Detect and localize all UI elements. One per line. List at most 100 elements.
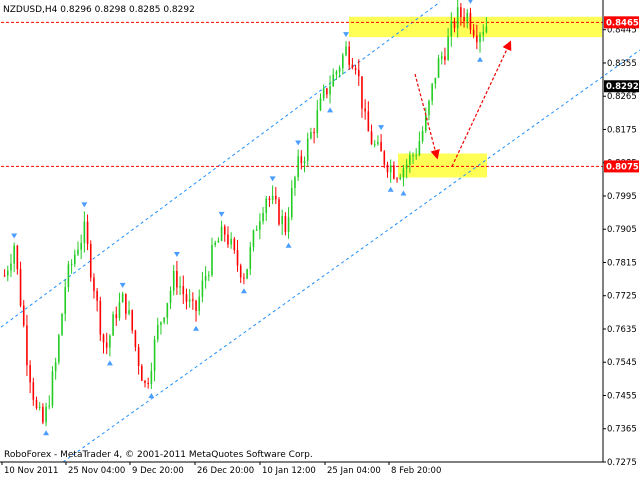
candle-body <box>80 243 82 250</box>
candle-body <box>201 280 204 297</box>
candle-body <box>386 164 389 173</box>
candle-body <box>150 370 153 384</box>
candle-body <box>223 226 226 235</box>
fractal-up-marker <box>468 0 473 4</box>
candle-body <box>153 339 156 371</box>
candle-body <box>332 74 335 87</box>
y-tick-label: 0.7455 <box>607 391 637 401</box>
candle-body <box>415 155 418 157</box>
level-tag-0-box <box>604 16 639 29</box>
candle-body <box>112 314 114 336</box>
candle-body <box>172 270 175 291</box>
channel-lower-line <box>62 49 640 463</box>
x-tick-label: 9 Dec 20:00 <box>132 466 184 476</box>
candle-body <box>284 216 287 232</box>
candle-body <box>211 244 213 276</box>
candle-body <box>86 221 89 244</box>
candle-body <box>472 29 475 36</box>
candle-body <box>163 317 165 323</box>
candle-body <box>179 286 181 288</box>
candle-body <box>437 58 440 78</box>
candle-body <box>176 270 178 288</box>
channel-layer <box>0 1 640 463</box>
candle-body <box>297 156 299 178</box>
candle-body <box>405 164 408 169</box>
candle-body <box>137 347 140 366</box>
candle-body <box>77 249 79 255</box>
candle-body <box>160 322 162 325</box>
candle-body <box>35 399 38 408</box>
candle-body <box>399 177 402 180</box>
candle-body <box>192 299 194 301</box>
fractal-up-marker <box>119 282 126 288</box>
candle-body <box>431 83 433 101</box>
y-tick-label: 0.7545 <box>607 358 637 368</box>
candle-body <box>3 275 6 277</box>
fractals-layer <box>11 0 484 436</box>
candle-body <box>134 330 137 348</box>
levels-layer <box>1 21 603 167</box>
candle-body <box>6 270 9 276</box>
candle-body <box>380 141 382 152</box>
fractal-up-marker <box>81 202 88 208</box>
candle-body <box>354 68 357 70</box>
fractal-down-marker <box>387 186 394 192</box>
candle-body <box>10 263 12 271</box>
fractal-up-marker <box>269 176 276 182</box>
candle-body <box>319 98 322 111</box>
candle-body <box>182 286 185 295</box>
y-tick-label: 0.8355 <box>607 59 637 69</box>
candle-body <box>434 77 437 84</box>
candle-body <box>326 88 328 95</box>
candle-body <box>447 36 449 60</box>
fractal-up-marker <box>218 211 225 217</box>
fractal-up-marker <box>343 32 350 38</box>
candle-body <box>469 12 472 30</box>
candle-body <box>367 111 370 132</box>
candle-body <box>290 187 293 218</box>
candle-body <box>169 290 172 304</box>
candle-body <box>294 177 296 188</box>
candle-body <box>195 300 197 311</box>
candle-body <box>466 12 469 22</box>
candle-body <box>482 32 485 35</box>
candle-body <box>383 151 386 165</box>
candle-body <box>421 130 424 142</box>
candle-body <box>246 269 248 279</box>
candle-body <box>249 246 252 270</box>
candle-body <box>233 238 236 250</box>
candle-body <box>217 240 220 243</box>
candle-body <box>128 310 130 314</box>
fractal-down-marker <box>477 56 484 62</box>
candle-body <box>93 277 95 292</box>
candle-body <box>342 55 344 69</box>
candle-body <box>121 293 124 303</box>
candle-body <box>389 165 392 173</box>
candle-body <box>402 168 405 178</box>
candle-body <box>214 242 216 245</box>
candle-body <box>373 144 376 146</box>
candle-body <box>220 226 223 241</box>
candles-layer <box>3 0 488 427</box>
candle-body <box>208 275 210 277</box>
candle-body <box>463 16 465 22</box>
candle-body <box>236 249 239 266</box>
candle-body <box>147 382 149 384</box>
y-tick-label: 0.7725 <box>607 292 637 302</box>
candle-body <box>412 155 414 157</box>
candle-body <box>38 406 41 408</box>
y-tick-label: 0.7995 <box>607 192 637 202</box>
candle-body <box>125 293 127 314</box>
candle-body <box>306 138 309 161</box>
candle-body <box>32 382 35 400</box>
candle-body <box>259 221 261 230</box>
channel-upper-line <box>0 1 441 328</box>
candle-body <box>22 305 25 326</box>
candle-body <box>140 365 143 381</box>
candle-body <box>61 313 63 336</box>
fractal-up-marker <box>173 251 180 257</box>
candle-body <box>460 7 462 17</box>
x-tick-label: 26 Dec 20:00 <box>197 466 254 476</box>
